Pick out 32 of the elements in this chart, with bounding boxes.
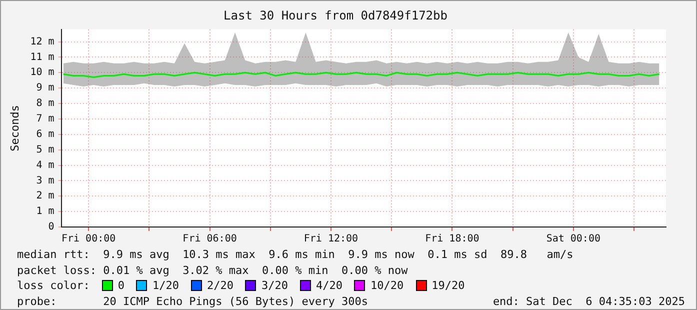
y-tick-label: 11 m	[30, 52, 54, 63]
y-tick-label: 5 m	[36, 144, 54, 156]
text: median rtt: 9.9 ms avg 10.3 ms max 9.6 ms min 9.9 ms now 0.1 ms sd 89.8 am/s	[17, 247, 574, 262]
chart-title: Last 30 Hours from 0d7849f172bb	[224, 8, 448, 22]
legend-label: 10/20	[370, 278, 404, 294]
y-tick-label: 6 m	[36, 128, 54, 140]
y-tick-label: 10 m	[30, 67, 54, 78]
x-tick-label: Sat 00:00	[546, 234, 600, 245]
x-tick-label: Fri 12:00	[304, 234, 358, 245]
x-tick-label: Fri 06:00	[182, 234, 237, 245]
y-tick-label: 3 m	[36, 175, 54, 186]
y-tick-label: 0	[48, 222, 54, 233]
x-tick-label: Fri 00:00	[61, 234, 116, 245]
legend-label: 3/20	[261, 278, 288, 294]
text: probe: 20 ICMP Echo Pings (56 Bytes) every 300s	[17, 294, 368, 309]
legend-label: 4/20	[316, 278, 342, 294]
y-tick-label: 7 m	[36, 114, 54, 125]
text: packet loss: 0.01 % avg 3.02 % max 0.00 % min 0.00 % now	[17, 262, 409, 278]
legend-label: 2/20	[206, 278, 234, 294]
y-tick-label: 4 m	[36, 160, 54, 171]
y-tick-label: 2 m	[36, 190, 54, 202]
y-tick-label: 9 m	[36, 82, 54, 94]
legend-label: 0	[118, 278, 124, 294]
legend-label: 1/20	[152, 278, 179, 294]
y-axis-title: Seconds	[8, 105, 22, 152]
legend-label: 19/20	[432, 278, 465, 294]
text: end: Sat Dec 6 04:35:03 2025	[492, 294, 685, 309]
legend-title: loss color:	[17, 278, 90, 294]
y-tick-label: 12 m	[30, 36, 54, 48]
y-tick-label: 8 m	[36, 98, 54, 110]
x-tick-label: Fri 18:00	[425, 234, 480, 245]
y-tick-label: 1 m	[36, 206, 54, 218]
